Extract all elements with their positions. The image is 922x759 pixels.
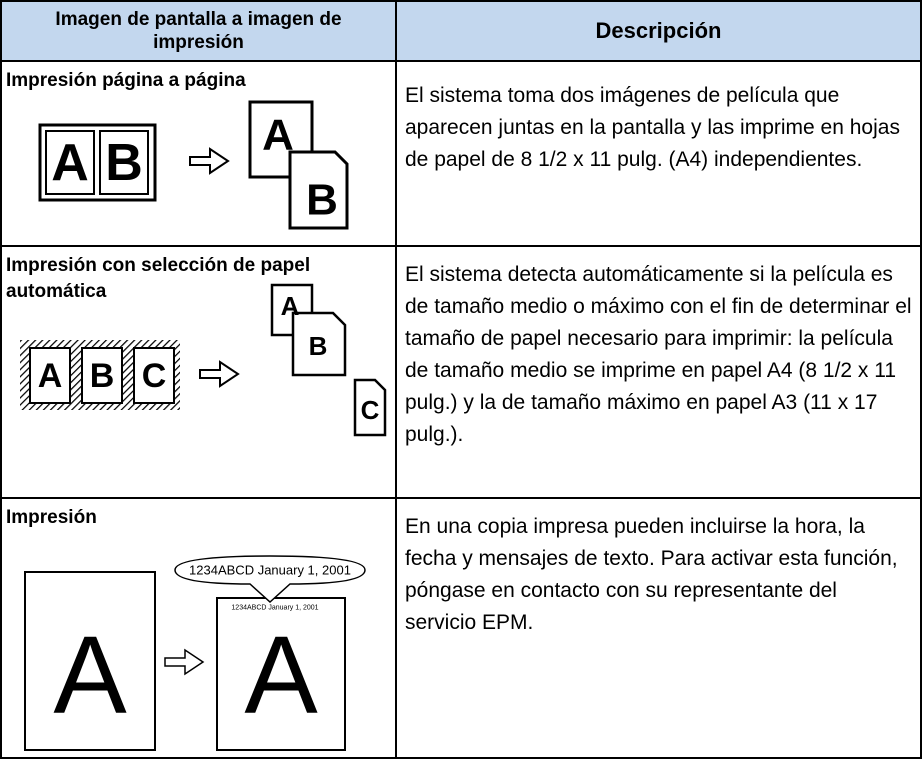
letter: B xyxy=(90,357,115,395)
row-description: El sistema detecta automáticamente si la… xyxy=(395,245,922,499)
letter: A xyxy=(244,614,318,737)
letter: B xyxy=(309,331,328,361)
header-col1: Imagen de pantalla a imagen de impresión xyxy=(0,0,397,62)
letter: A xyxy=(281,291,300,321)
letter: C xyxy=(361,395,380,425)
row-description: El sistema toma dos imágenes de película… xyxy=(395,60,922,247)
letter: B xyxy=(105,134,143,192)
letter: A xyxy=(262,111,294,160)
page-header: 1234ABCD January 1, 2001 xyxy=(231,605,318,612)
letter: A xyxy=(38,357,63,395)
header-col2: Descripción xyxy=(395,0,922,62)
letter: A xyxy=(53,614,127,737)
row-description: En una copia impresa pueden incluirse la… xyxy=(395,497,922,759)
letter: A xyxy=(51,134,89,192)
letter: C xyxy=(142,357,167,395)
callout: 1234ABCD January 1, 2001 xyxy=(189,563,351,578)
letter: B xyxy=(306,176,338,225)
